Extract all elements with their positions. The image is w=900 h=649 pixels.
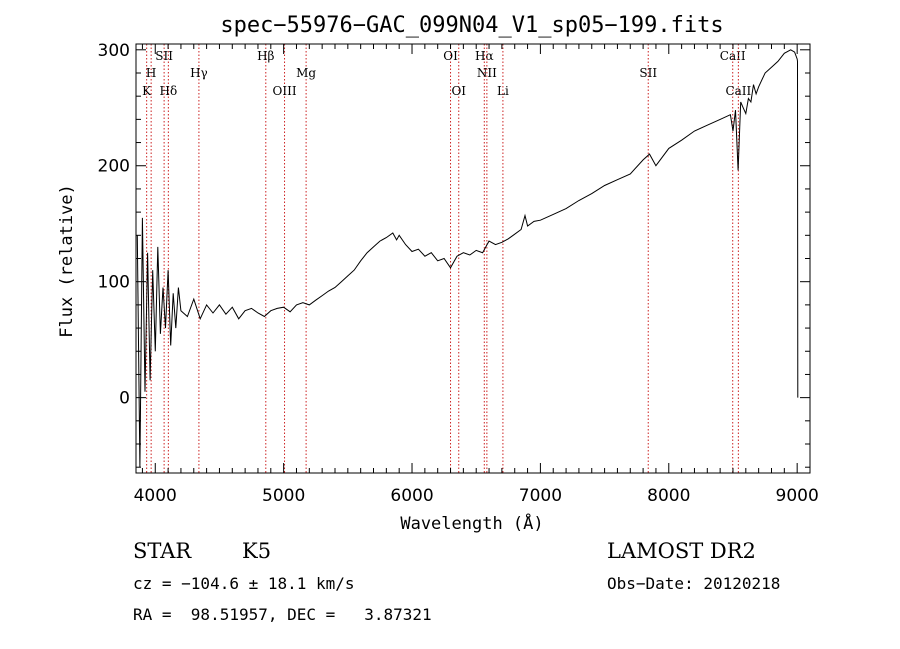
line-marker-label: K	[142, 84, 152, 98]
line-marker-label: OIII	[273, 84, 297, 98]
x-tick-label: 5000	[262, 486, 305, 506]
plot-area-frame	[135, 43, 811, 474]
x-tick-label: 8000	[647, 486, 690, 506]
y-tick-label: 200	[98, 157, 130, 177]
line-marker-label: Mg	[296, 66, 316, 80]
x-tick-label: 4000	[134, 486, 177, 506]
object-subclass: K5	[242, 539, 271, 563]
line-marker-label: Hγ	[190, 66, 208, 80]
spectrum-series	[136, 49, 799, 468]
line-marker-label: NII	[477, 66, 497, 80]
x-axis-label: Wavelength (Å)	[400, 512, 543, 534]
spectrum-line	[136, 49, 799, 468]
line-marker-label: Li	[497, 84, 509, 98]
line-marker-label: Hβ	[257, 49, 274, 63]
x-tick-label: 6000	[390, 486, 433, 506]
y-axis-ticks: 0 100 200 300	[98, 41, 810, 468]
survey-name: LAMOST DR2	[607, 539, 756, 563]
redshift-text: cz = −104.6 ± 18.1 km/s	[133, 574, 355, 593]
x-tick-label: 9000	[776, 486, 819, 506]
x-axis-ticks: 4000 5000 6000 7000 8000 9000	[134, 44, 819, 506]
line-marker-label: Hα	[475, 49, 494, 63]
line-marker-label: CaII	[725, 84, 751, 98]
line-marker-label: SII	[639, 66, 657, 80]
obs-date-text: Obs−Date: 20120218	[607, 574, 780, 593]
line-marker-label: OI	[451, 84, 466, 98]
line-marker-label: SII	[155, 49, 173, 63]
y-tick-label: 300	[98, 41, 130, 61]
y-tick-label: 100	[98, 273, 130, 293]
x-tick-label: 7000	[519, 486, 562, 506]
line-marker-label: Hδ	[160, 84, 178, 98]
object-class: STAR	[133, 539, 192, 563]
line-marker-label: OI	[443, 49, 458, 63]
line-marker-label: CaII	[720, 49, 746, 63]
y-tick-label: 0	[119, 389, 130, 409]
y-axis-label: Flux (relative)	[57, 184, 77, 338]
chart-title: spec−55976−GAC_099N04_V1_sp05−199.fits	[220, 13, 723, 38]
coordinates-text: RA = 98.51957, DEC = 3.87321	[133, 605, 432, 624]
line-marker-label: H	[146, 66, 156, 80]
